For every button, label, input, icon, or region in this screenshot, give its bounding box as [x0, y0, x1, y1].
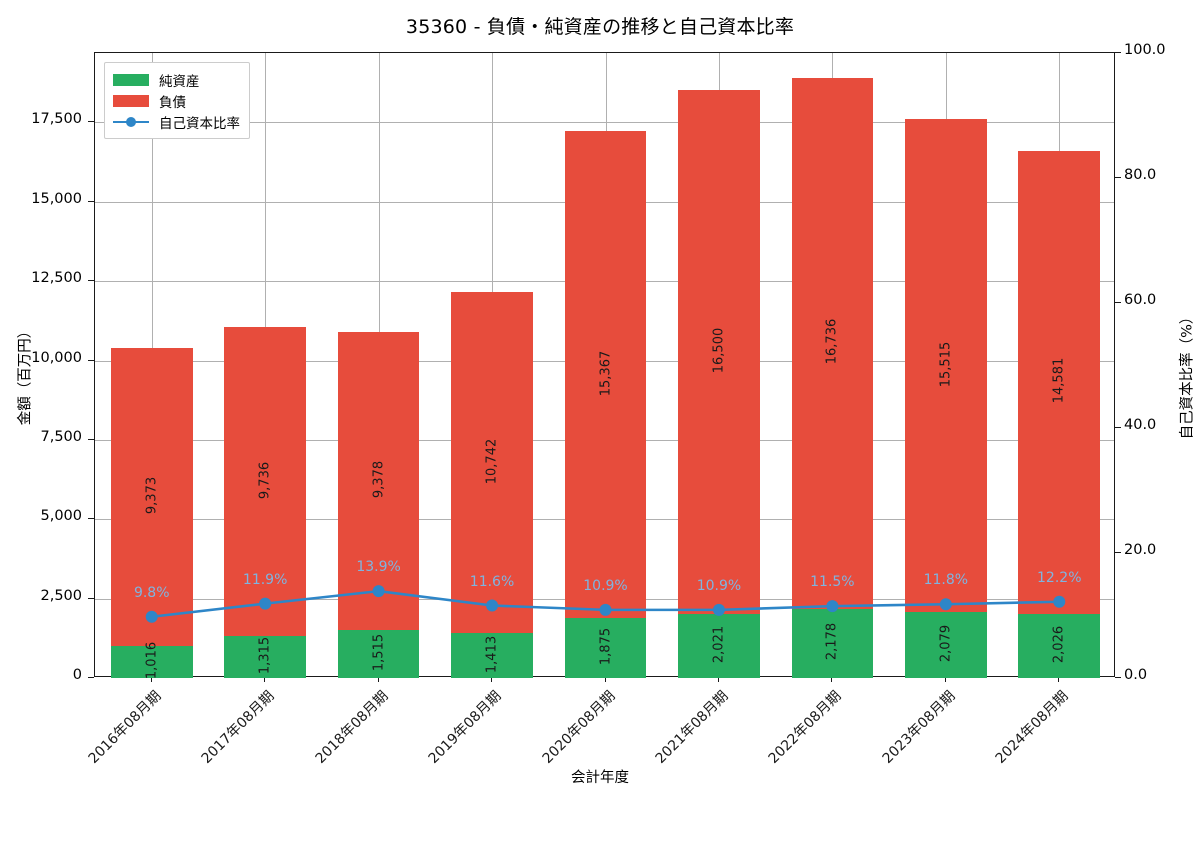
- bar-value-label-net-assets: 2,079: [938, 624, 954, 663]
- percent-label-equity-ratio: 13.9%: [356, 559, 401, 576]
- bar-value-label-net-assets: 1,315: [257, 637, 273, 675]
- y-axis-tick-mark-right: [1115, 677, 1121, 678]
- y-axis-tick-mark-left: [88, 518, 94, 520]
- bar-value-label-net-assets: 2,178: [824, 623, 840, 661]
- y-axis-tick-label-left: 15,000: [31, 190, 82, 207]
- y-axis-tick-label-right: 20.0: [1124, 542, 1157, 558]
- y-axis-tick-label-right: 40.0: [1124, 417, 1157, 433]
- legend-dot-marker: [126, 116, 136, 127]
- bar-liabilities[interactable]: [564, 130, 647, 619]
- y-axis-tick-label-left: 17,500: [31, 111, 82, 128]
- bar-value-label-net-assets: 1,515: [371, 633, 387, 672]
- bar-value-label-liabilities: 16,500: [711, 327, 727, 374]
- bar-liabilities[interactable]: [451, 292, 533, 634]
- bar-value-label-liabilities: 9,736: [257, 461, 273, 499]
- x-axis-tick-mark: [944, 677, 946, 682]
- y-axis-tick-label-right: 60.0: [1124, 292, 1157, 308]
- y-axis-tick-label-left: 12,500: [31, 270, 82, 287]
- bar-value-label-liabilities: 14,581: [1051, 357, 1067, 404]
- y-axis-tick-mark-left: [88, 200, 94, 202]
- percent-label-equity-ratio: 10.9%: [583, 577, 628, 594]
- x-axis-tick-mark: [377, 677, 379, 682]
- y-axis-tick-mark-right: [1115, 552, 1121, 553]
- y-axis-tick-mark-right: [1115, 302, 1121, 303]
- bar-liabilities[interactable]: [904, 119, 987, 612]
- bar-liabilities[interactable]: [1018, 150, 1101, 614]
- bar-value-label-net-assets: 1,875: [598, 628, 613, 666]
- bar-value-label-net-assets: 1,016: [144, 641, 160, 679]
- bar-value-label-liabilities: 10,742: [484, 438, 500, 484]
- percent-label-equity-ratio: 11.9%: [242, 571, 288, 588]
- bar-net-assets[interactable]: [791, 608, 874, 678]
- x-axis-tick-mark: [1058, 677, 1060, 682]
- bar-value-label-net-assets: 2,026: [1051, 625, 1067, 663]
- bar-value-label-liabilities: 15,367: [598, 350, 613, 396]
- percent-label-equity-ratio: 11.8%: [923, 572, 969, 589]
- bar-value-label-liabilities: 16,736: [824, 318, 840, 365]
- legend-item-0[interactable]: 純資産: [113, 69, 240, 90]
- percent-label-equity-ratio: 11.6%: [469, 573, 515, 590]
- chart-title: 35360 - 負債・純資産の推移と自己資本比率: [405, 16, 795, 38]
- legend-label-equity-ratio: 自己資本比率: [159, 115, 240, 132]
- bar-net-assets[interactable]: [110, 645, 193, 678]
- legend-label-net-assets: 純資産: [159, 73, 200, 90]
- legend-item-2[interactable]: 自己資本比率: [113, 111, 240, 132]
- x-axis-tick-mark: [264, 677, 266, 682]
- bar-liabilities[interactable]: [224, 327, 306, 637]
- y-axis-tick-label-left: 10,000: [31, 349, 82, 366]
- percent-label-equity-ratio: 12.2%: [1037, 569, 1082, 586]
- x-axis-tick-mark: [150, 677, 152, 682]
- legend-swatch-net-assets: [113, 73, 149, 86]
- bar-net-assets[interactable]: [564, 618, 647, 678]
- bar-liabilities[interactable]: [678, 90, 760, 614]
- bar-value-label-liabilities: 15,515: [938, 341, 954, 387]
- x-axis-tick-mark: [717, 677, 719, 682]
- y-axis-tick-mark-left: [88, 438, 94, 440]
- bar-liabilities[interactable]: [337, 332, 420, 630]
- bar-net-assets[interactable]: [224, 636, 306, 678]
- legend: 純資産 負債 自己資本比率: [104, 62, 250, 139]
- bar-value-label-liabilities: 9,378: [371, 460, 387, 499]
- percent-label-equity-ratio: 9.8%: [133, 584, 170, 601]
- y-axis-tick-mark-left: [88, 677, 94, 678]
- y-axis-tick-label-right: 80.0: [1124, 167, 1157, 183]
- y-axis-tick-label-left: 5,000: [40, 508, 82, 525]
- gridline-horizontal: [95, 122, 1114, 124]
- y-axis-tick-mark-left: [88, 121, 94, 123]
- x-axis-tick-mark: [604, 677, 606, 682]
- bar-net-assets[interactable]: [678, 613, 760, 678]
- bar-liabilities[interactable]: [791, 77, 874, 609]
- y-axis-tick-label-right: 0.0: [1124, 667, 1148, 683]
- figure: 35360 - 負債・純資産の推移と自己資本比率 金額（百万円） 自己資本比率（…: [17, 16, 1196, 786]
- x-axis-tick-mark: [831, 677, 833, 682]
- plot-area: 1,016 9,373 1,315 9,736 1,515 9,378 1,413 10,74…: [94, 52, 1115, 679]
- bar-value-label-net-assets: 1,413: [484, 635, 500, 673]
- bar-net-assets[interactable]: [337, 629, 420, 678]
- y-axis-tick-mark-left: [88, 359, 94, 361]
- bar-net-assets[interactable]: [1018, 613, 1101, 678]
- bar-value-label-liabilities: 9,373: [144, 476, 160, 515]
- y-axis-tick-label-left: 7,500: [40, 428, 82, 445]
- bar-net-assets[interactable]: [451, 633, 533, 678]
- x-axis-tick-mark: [491, 677, 493, 682]
- legend-swatch-liabilities: [113, 94, 149, 107]
- x-axis-label: 会計年度: [571, 770, 629, 786]
- percent-label-equity-ratio: 11.5%: [810, 574, 855, 591]
- percent-label-equity-ratio: 10.9%: [696, 577, 742, 594]
- legend-marker-equity-ratio: [113, 115, 149, 129]
- y-axis-label-left: 金額（百万円）: [17, 323, 34, 426]
- y-axis-tick-label-left: 2,500: [40, 587, 82, 604]
- bar-net-assets[interactable]: [904, 611, 987, 678]
- y-axis-tick-mark-right: [1115, 52, 1121, 53]
- y-axis-label-right: 自己資本比率（%）: [1179, 309, 1196, 440]
- y-axis-tick-mark-right: [1115, 427, 1121, 428]
- y-axis-tick-label-left: 0: [72, 667, 82, 683]
- y-axis-tick-mark-right: [1115, 177, 1121, 178]
- legend-label-liabilities: 負債: [159, 94, 186, 111]
- bar-value-label-net-assets: 2,021: [711, 625, 727, 664]
- y-axis-tick-label-right: 100.0: [1124, 42, 1166, 58]
- y-axis-tick-mark-left: [88, 597, 94, 599]
- legend-item-1[interactable]: 負債: [113, 90, 240, 111]
- y-axis-tick-mark-left: [88, 280, 94, 282]
